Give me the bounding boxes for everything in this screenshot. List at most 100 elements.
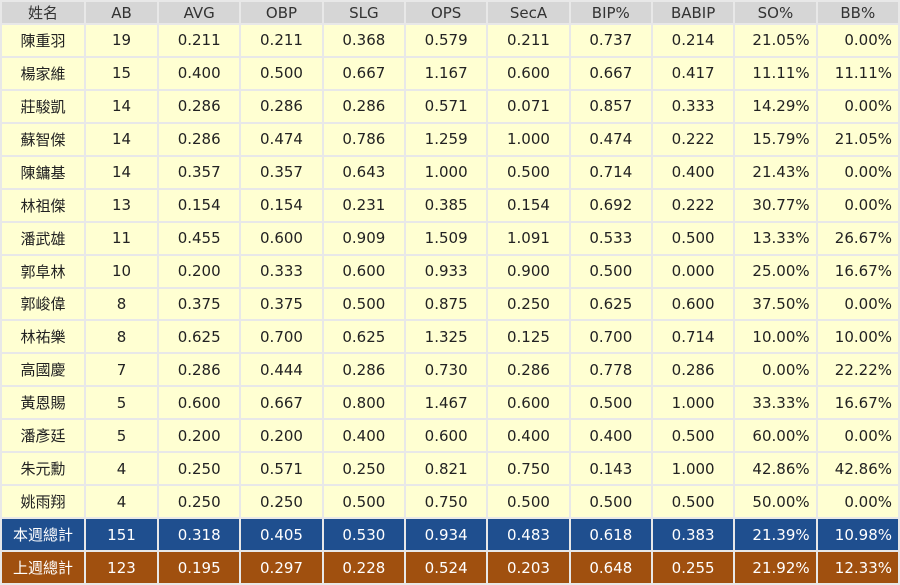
stat-cell: 0.400 bbox=[321, 418, 406, 454]
player-row: 郭峻偉 8 0.375 0.375 0.500 0.875 0.250 0.625 0.600 3… bbox=[0, 286, 900, 322]
stat-cell: 0.934 bbox=[403, 517, 489, 552]
stat-cell: 0.500 bbox=[568, 253, 653, 289]
stat-cell: 21.43% bbox=[733, 154, 818, 190]
stat-cell: 0.00% bbox=[815, 286, 900, 322]
player-row: 姚雨翔 4 0.250 0.250 0.500 0.750 0.500 0.500 0.500 5… bbox=[0, 484, 900, 520]
player-row: 蘇智傑 14 0.286 0.474 0.786 1.259 1.000 0.474 0.222… bbox=[0, 121, 900, 157]
total-row: 本週總計 151 0.318 0.405 0.530 0.934 0.483 0.618 0.3… bbox=[0, 517, 900, 552]
stat-cell: 151 bbox=[84, 517, 159, 552]
stat-cell: 0.500 bbox=[650, 484, 736, 520]
stat-cell: 0.625 bbox=[568, 286, 653, 322]
stat-cell: 0.250 bbox=[321, 451, 406, 487]
stat-cell: 0.286 bbox=[321, 352, 406, 388]
stat-cell: 0.483 bbox=[486, 517, 571, 552]
stat-cell: 16.67% bbox=[815, 253, 900, 289]
stat-cell: 21.92% bbox=[733, 550, 818, 585]
stat-cell: 0.648 bbox=[568, 550, 653, 585]
stat-cell: 14.29% bbox=[733, 88, 818, 124]
column-header: SO% bbox=[733, 0, 818, 25]
stat-cell: 37.50% bbox=[733, 286, 818, 322]
stat-cell: 5 bbox=[84, 385, 159, 421]
player-name: 林祐樂 bbox=[0, 319, 86, 355]
column-header: BB% bbox=[815, 0, 900, 25]
stat-cell: 1.325 bbox=[403, 319, 489, 355]
stat-cell: 0.737 bbox=[568, 23, 653, 58]
player-name: 蘇智傑 bbox=[0, 121, 86, 157]
stat-cell: 0.750 bbox=[486, 451, 571, 487]
stat-cell: 123 bbox=[84, 550, 159, 585]
stat-cell: 4 bbox=[84, 484, 159, 520]
stat-cell: 0.750 bbox=[403, 484, 489, 520]
stat-cell: 0.900 bbox=[486, 253, 571, 289]
stat-cell: 0.600 bbox=[321, 253, 406, 289]
stat-cell: 22.22% bbox=[815, 352, 900, 388]
stat-cell: 0.00% bbox=[815, 484, 900, 520]
stat-cell: 0.228 bbox=[321, 550, 406, 585]
stat-cell: 0.500 bbox=[486, 484, 571, 520]
stat-cell: 42.86% bbox=[733, 451, 818, 487]
stat-cell: 0.154 bbox=[486, 187, 571, 223]
player-row: 陳重羽 19 0.211 0.211 0.368 0.579 0.211 0.737 0.214… bbox=[0, 23, 900, 58]
stat-cell: 0.357 bbox=[156, 154, 242, 190]
player-row: 楊家維 15 0.400 0.500 0.667 1.167 0.600 0.667 0.417… bbox=[0, 55, 900, 91]
stat-cell: 10.00% bbox=[733, 319, 818, 355]
player-name: 姚雨翔 bbox=[0, 484, 86, 520]
player-name: 陳鏞基 bbox=[0, 154, 86, 190]
stat-cell: 0.250 bbox=[239, 484, 324, 520]
stat-cell: 1.000 bbox=[403, 154, 489, 190]
table-body: 陳重羽 19 0.211 0.211 0.368 0.579 0.211 0.737 0.214… bbox=[0, 23, 900, 585]
stat-cell: 5 bbox=[84, 418, 159, 454]
stat-cell: 21.05% bbox=[815, 121, 900, 157]
stat-cell: 0.211 bbox=[486, 23, 571, 58]
stat-cell: 0.00% bbox=[733, 352, 818, 388]
stat-cell: 0.474 bbox=[568, 121, 653, 157]
stat-cell: 0.286 bbox=[321, 88, 406, 124]
stat-cell: 0.211 bbox=[239, 23, 324, 58]
stat-cell: 14 bbox=[84, 121, 159, 157]
stat-cell: 0.231 bbox=[321, 187, 406, 223]
stat-cell: 0.500 bbox=[486, 154, 571, 190]
column-header: AB bbox=[84, 0, 159, 25]
stat-cell: 0.500 bbox=[650, 418, 736, 454]
stat-cell: 0.600 bbox=[650, 286, 736, 322]
stat-cell: 0.222 bbox=[650, 187, 736, 223]
stat-cell: 0.250 bbox=[156, 484, 242, 520]
stat-cell: 7 bbox=[84, 352, 159, 388]
player-name: 朱元勳 bbox=[0, 451, 86, 487]
stat-cell: 0.154 bbox=[156, 187, 242, 223]
stat-cell: 0.214 bbox=[650, 23, 736, 58]
stat-cell: 0.250 bbox=[486, 286, 571, 322]
column-header: OBP bbox=[239, 0, 324, 25]
player-row: 黃恩賜 5 0.600 0.667 0.800 1.467 0.600 0.500 1.000 3… bbox=[0, 385, 900, 421]
column-header: BABIP bbox=[650, 0, 736, 25]
stat-cell: 4 bbox=[84, 451, 159, 487]
stat-cell: 42.86% bbox=[815, 451, 900, 487]
stat-cell: 0.571 bbox=[403, 88, 489, 124]
stat-cell: 0.500 bbox=[568, 385, 653, 421]
column-header: OPS bbox=[403, 0, 489, 25]
table-header: 姓名 AB AVG OBP SLG OPS SecA BIP% BABIP SO% BB% bbox=[0, 0, 900, 25]
stat-cell: 0.533 bbox=[568, 220, 653, 256]
player-row: 林祐樂 8 0.625 0.700 0.625 1.325 0.125 0.700 0.714 1… bbox=[0, 319, 900, 355]
stat-cell: 13.33% bbox=[733, 220, 818, 256]
stat-cell: 11 bbox=[84, 220, 159, 256]
stat-cell: 0.714 bbox=[650, 319, 736, 355]
stat-cell: 16.67% bbox=[815, 385, 900, 421]
stat-cell: 0.909 bbox=[321, 220, 406, 256]
stat-cell: 0.600 bbox=[403, 418, 489, 454]
stat-cell: 0.600 bbox=[239, 220, 324, 256]
stat-cell: 21.39% bbox=[733, 517, 818, 552]
stat-cell: 0.444 bbox=[239, 352, 324, 388]
stat-cell: 0.286 bbox=[156, 352, 242, 388]
player-name: 陳重羽 bbox=[0, 23, 86, 58]
stat-cell: 0.714 bbox=[568, 154, 653, 190]
stat-cell: 0.700 bbox=[568, 319, 653, 355]
stat-cell: 11.11% bbox=[815, 55, 900, 91]
player-row: 潘武雄 11 0.455 0.600 0.909 1.509 1.091 0.533 0.500… bbox=[0, 220, 900, 256]
column-header: AVG bbox=[156, 0, 242, 25]
stat-cell: 30.77% bbox=[733, 187, 818, 223]
stat-cell: 0.700 bbox=[239, 319, 324, 355]
stat-cell: 0.730 bbox=[403, 352, 489, 388]
